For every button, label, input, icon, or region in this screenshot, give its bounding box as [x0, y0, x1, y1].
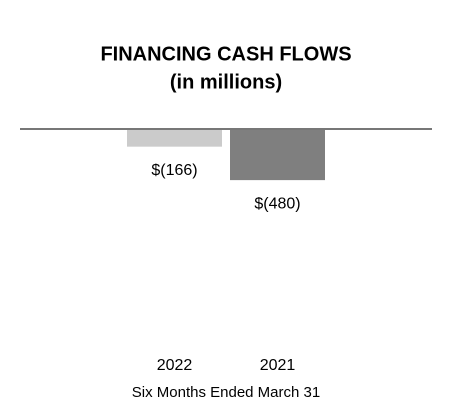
- x-axis-title: Six Months Ended March 31: [132, 384, 320, 401]
- x-tick-label: 2021: [260, 357, 296, 374]
- value-label: $(166): [151, 162, 197, 179]
- x-tick-label: 2022: [157, 357, 193, 374]
- value-label: $(480): [254, 195, 300, 212]
- bar: [230, 129, 325, 181]
- chart-subtitle: (in millions): [170, 71, 282, 93]
- chart-title: FINANCING CASH FLOWS: [100, 43, 351, 65]
- bar: [127, 129, 222, 147]
